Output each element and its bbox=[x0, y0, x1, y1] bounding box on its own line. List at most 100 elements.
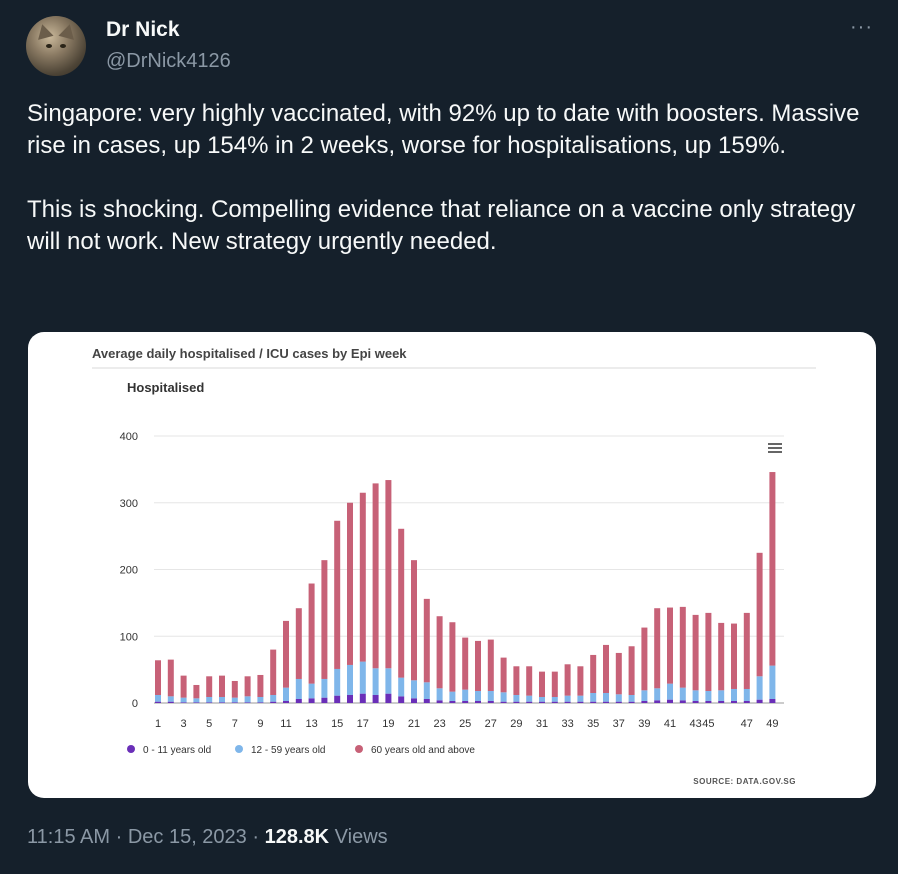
bar-segment bbox=[398, 677, 405, 697]
bar-segment bbox=[244, 696, 251, 703]
bar-segment bbox=[654, 700, 661, 703]
y-tick-label: 100 bbox=[120, 631, 138, 643]
tweet-time[interactable]: 11:15 AM bbox=[27, 826, 111, 848]
bar-segment bbox=[679, 687, 686, 701]
bar-segment bbox=[564, 701, 571, 703]
bar-segment bbox=[436, 688, 443, 701]
bar-segment bbox=[487, 639, 494, 691]
bar-segment bbox=[244, 702, 251, 703]
bar-segment bbox=[385, 693, 392, 703]
bar-segment bbox=[270, 649, 277, 695]
bar-segment bbox=[436, 616, 443, 689]
bar-segment bbox=[513, 694, 520, 702]
bar-segment bbox=[718, 690, 725, 701]
bar-segment bbox=[167, 701, 174, 703]
author-name[interactable]: Dr Nick bbox=[106, 18, 180, 41]
bar-segment bbox=[590, 692, 597, 702]
x-tick-label: 1 bbox=[155, 718, 161, 730]
bar-segment bbox=[321, 697, 328, 703]
bar-segment bbox=[641, 700, 648, 703]
bar-segment bbox=[526, 695, 533, 702]
bar-segment bbox=[449, 691, 456, 701]
bar-segment bbox=[206, 696, 213, 703]
x-tick-label: 31 bbox=[536, 718, 548, 730]
bar-segment bbox=[155, 701, 161, 703]
x-tick-label: 43 bbox=[689, 718, 701, 730]
bar-segment bbox=[372, 483, 379, 669]
bar-segment bbox=[769, 665, 776, 699]
bar-segment bbox=[155, 694, 161, 702]
bar-segment bbox=[257, 674, 264, 697]
separator: · bbox=[252, 826, 260, 848]
x-tick-label: 3 bbox=[181, 718, 187, 730]
separator: · bbox=[115, 826, 123, 848]
bar-segment bbox=[231, 702, 238, 703]
tweet-paragraph: Singapore: very highly vaccinated, with … bbox=[27, 100, 860, 159]
bar-segment bbox=[743, 688, 750, 701]
bar-segment bbox=[718, 622, 725, 691]
bar-segment bbox=[615, 701, 622, 703]
chart: Average daily hospitalised / ICU cases b… bbox=[92, 346, 816, 786]
bar-segment bbox=[475, 700, 481, 703]
bar-segment bbox=[487, 690, 494, 701]
more-options-icon[interactable]: ··· bbox=[850, 16, 873, 38]
bar-segment bbox=[155, 660, 161, 695]
views-count: 128.8K bbox=[264, 826, 330, 848]
x-tick-label: 27 bbox=[485, 718, 497, 730]
bar-segment bbox=[359, 492, 366, 662]
bar-segment bbox=[628, 646, 635, 695]
bar-segment bbox=[654, 608, 661, 689]
x-tick-label: 11 bbox=[280, 718, 291, 730]
y-tick-label: 0 bbox=[132, 698, 138, 710]
x-tick-label: 41 bbox=[664, 718, 676, 730]
avatar-eye bbox=[60, 44, 66, 48]
x-tick-label: 37 bbox=[613, 718, 625, 730]
avatar-eye bbox=[46, 44, 52, 48]
x-tick-label: 29 bbox=[510, 718, 522, 730]
bar-segment bbox=[577, 666, 584, 696]
bar-segment bbox=[206, 702, 213, 703]
x-tick-label: 33 bbox=[561, 718, 573, 730]
bar-segment bbox=[359, 693, 366, 703]
avatar[interactable] bbox=[26, 16, 86, 76]
bar-segment bbox=[372, 668, 379, 695]
bar-segment bbox=[539, 696, 545, 702]
x-tick-label: 23 bbox=[433, 718, 445, 730]
bar-segment bbox=[219, 675, 225, 697]
bar-segment bbox=[347, 502, 353, 665]
bar-segment bbox=[219, 696, 225, 703]
bar-segment bbox=[295, 608, 302, 679]
legend-label: 60 years old and above bbox=[371, 745, 475, 756]
bar-segment bbox=[283, 620, 289, 688]
x-tick-label: 5 bbox=[206, 718, 212, 730]
bar-segment bbox=[372, 694, 379, 703]
bar-segment bbox=[743, 612, 750, 689]
bar-segment bbox=[641, 627, 648, 691]
x-tick-label: 17 bbox=[357, 718, 369, 730]
bar-segment bbox=[590, 654, 597, 693]
media-card[interactable]: Average daily hospitalised / ICU cases b… bbox=[28, 332, 876, 798]
bar-segment bbox=[334, 695, 341, 703]
y-tick-label: 200 bbox=[120, 565, 138, 577]
author-handle[interactable]: @DrNick4126 bbox=[106, 50, 231, 72]
bar-segment bbox=[564, 695, 571, 702]
bar-segment bbox=[756, 552, 763, 677]
tweet-text: Singapore: very highly vaccinated, with … bbox=[27, 98, 877, 258]
bar-segment bbox=[449, 622, 456, 692]
x-tick-label: 45 bbox=[702, 718, 714, 730]
bar-segment bbox=[628, 694, 635, 702]
bar-segment bbox=[167, 659, 174, 697]
bar-segment bbox=[193, 702, 200, 703]
bar-segment bbox=[180, 702, 187, 703]
bar-segment bbox=[705, 690, 712, 701]
x-tick-label: 9 bbox=[257, 718, 263, 730]
tweet-paragraph: This is shocking. Compelling evidence th… bbox=[27, 196, 856, 255]
bar-segment bbox=[411, 698, 417, 703]
bar-segment bbox=[231, 680, 238, 698]
tweet-date[interactable]: Dec 15, 2023 bbox=[127, 826, 247, 848]
bar-segment bbox=[628, 701, 635, 703]
bar-segment bbox=[257, 696, 264, 703]
bar-segment bbox=[667, 699, 673, 703]
bar-segment bbox=[577, 695, 584, 702]
hamburger-menu-icon bbox=[768, 451, 782, 453]
